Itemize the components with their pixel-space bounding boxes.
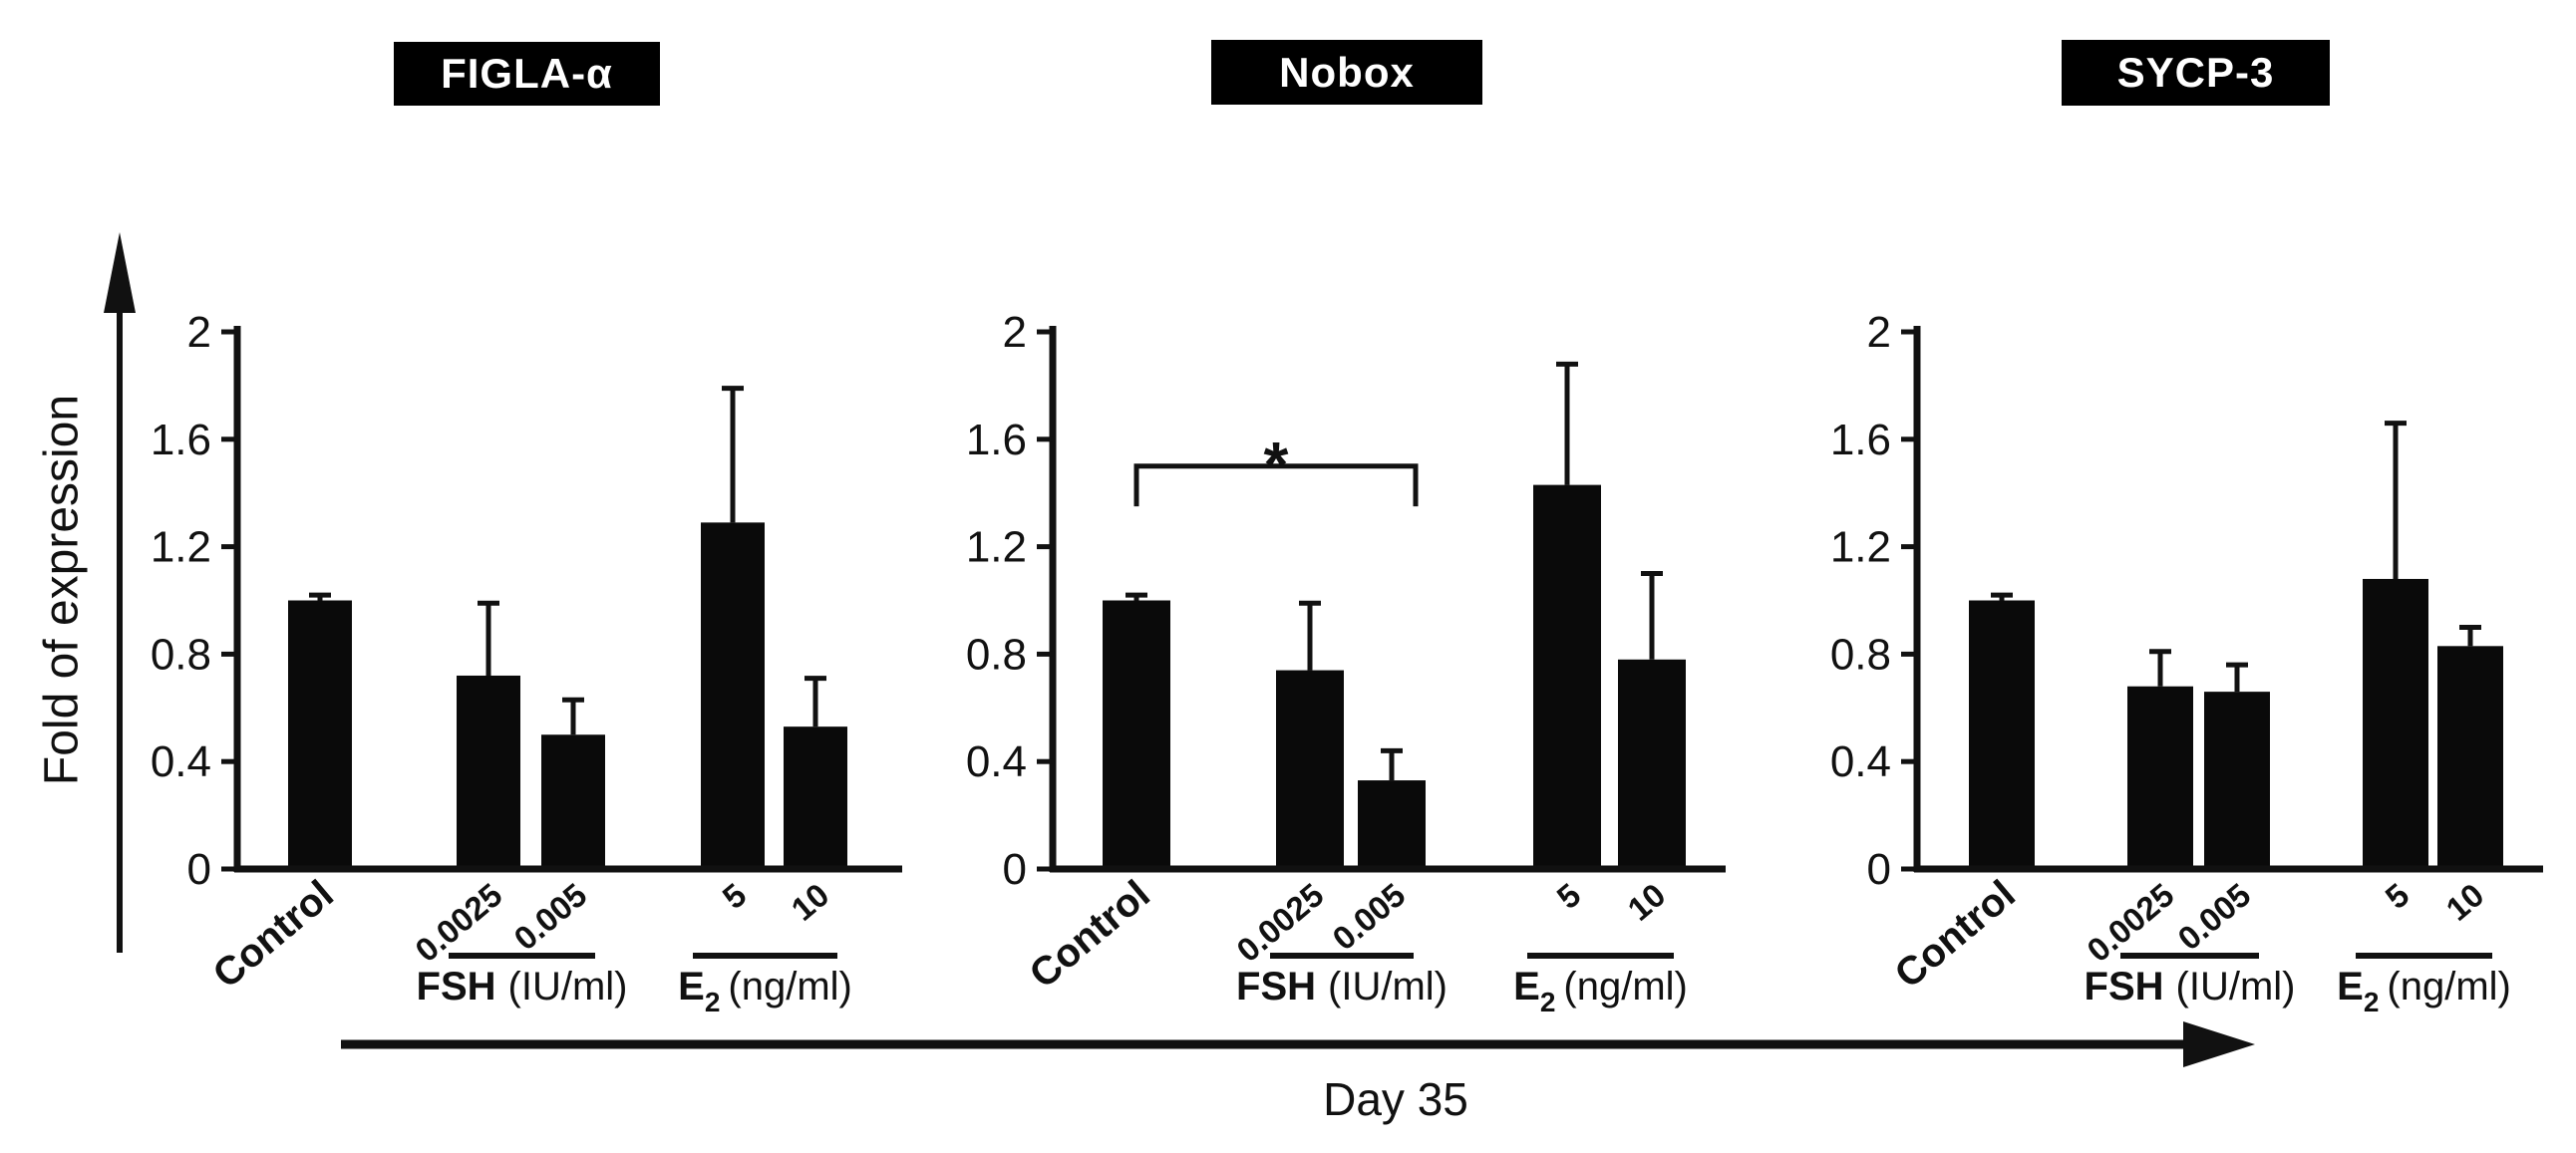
y-tick-label: 0.8: [1830, 630, 1891, 679]
y-axis-arrow-head: [104, 232, 136, 313]
y-axis-label: Fold of expression: [35, 394, 89, 786]
bar: [1618, 659, 1686, 869]
y-tick-label: 0.4: [966, 737, 1027, 786]
timeline-arrow-head: [2183, 1021, 2255, 1067]
group-label: FSH (IU/ml): [2085, 965, 2296, 1009]
category-label: 5: [2379, 876, 2416, 916]
panel-title-sycp3: SYCP-3: [2062, 40, 2330, 106]
bar: [1103, 600, 1170, 869]
significance-bracket: [1133, 463, 1419, 507]
category-label: Control: [1022, 872, 1158, 997]
bar: [1276, 670, 1344, 869]
y-tick-label: 2: [1003, 308, 1027, 357]
y-tick-label: 2: [187, 308, 211, 357]
y-tick-label: 0: [187, 845, 211, 894]
y-tick-label: 2: [1867, 308, 1891, 357]
timeline-label: Day 35: [1323, 1073, 1468, 1125]
y-tick-label: 0.4: [1830, 737, 1891, 786]
y-tick-label: 0: [1867, 845, 1891, 894]
y-tick-label: 1.2: [966, 523, 1027, 572]
group-label: FSH (IU/ml): [1236, 965, 1448, 1009]
bar: [2204, 692, 2270, 869]
category-label: 0.005: [1325, 876, 1412, 957]
bar: [2437, 646, 2503, 869]
category-label: 0.005: [506, 876, 593, 957]
y-tick-label: 1.2: [151, 523, 211, 572]
bar: [2363, 578, 2428, 869]
category-label: 5: [716, 876, 754, 916]
category-label: 10: [785, 876, 836, 928]
category-label: 0.005: [2170, 876, 2257, 957]
significance-star: *: [1264, 429, 1289, 500]
category-label: 10: [1621, 876, 1673, 928]
panel-title-figla-a: FIGLA-α: [394, 42, 660, 106]
y-tick-label: 0.8: [966, 630, 1027, 679]
group-label: FSH (IU/ml): [417, 965, 628, 1009]
bar: [457, 675, 520, 869]
group-label: E2 (ng/ml): [2337, 965, 2511, 1017]
category-label: 5: [1550, 876, 1588, 916]
group-label: E2 (ng/ml): [678, 965, 852, 1017]
category-label: 10: [2439, 876, 2491, 928]
y-tick-label: 0.8: [151, 630, 211, 679]
bar: [1358, 780, 1426, 869]
category-label: Control: [205, 872, 342, 997]
y-tick-label: 0: [1003, 845, 1027, 894]
y-tick-label: 1.6: [151, 416, 211, 464]
group-label: E2 (ng/ml): [1513, 965, 1688, 1017]
y-tick-label: 1.6: [966, 416, 1027, 464]
bar: [1969, 600, 2035, 869]
bar: [2127, 686, 2193, 869]
bar: [541, 734, 605, 869]
panel-title-nobox: Nobox: [1211, 40, 1482, 105]
bar: [784, 726, 847, 869]
y-tick-label: 1.2: [1830, 523, 1891, 572]
bar: [1533, 484, 1601, 869]
bar: [701, 522, 765, 869]
category-label: Control: [1887, 872, 2024, 997]
y-tick-label: 1.6: [1830, 416, 1891, 464]
bar: [288, 600, 352, 869]
y-tick-label: 0.4: [151, 737, 211, 786]
